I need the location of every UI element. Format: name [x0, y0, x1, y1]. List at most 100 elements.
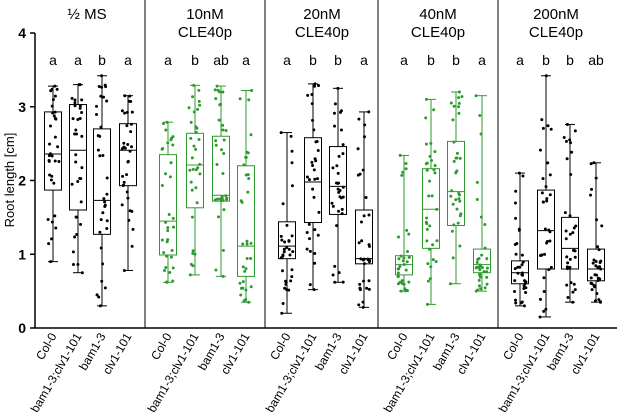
data-point — [50, 220, 54, 224]
data-point — [564, 237, 568, 241]
data-point — [217, 118, 221, 122]
data-point — [222, 138, 226, 142]
data-point — [367, 213, 371, 217]
data-point — [333, 102, 337, 106]
data-point — [120, 109, 124, 113]
data-point — [190, 188, 194, 192]
significance-letter: a — [360, 52, 368, 68]
significance-letter: b — [334, 52, 342, 68]
data-point — [125, 173, 129, 177]
data-point — [95, 113, 99, 117]
data-point — [331, 273, 335, 277]
data-point — [122, 141, 126, 145]
data-point — [312, 288, 316, 292]
data-point — [213, 198, 217, 202]
significance-letter: a — [283, 52, 291, 68]
data-point — [396, 271, 400, 275]
data-point — [522, 284, 526, 288]
data-point — [238, 97, 242, 101]
data-point — [435, 207, 439, 211]
data-point — [191, 167, 195, 171]
data-point — [71, 117, 75, 121]
data-point — [241, 280, 245, 284]
data-point — [172, 225, 176, 229]
data-point — [430, 194, 434, 198]
panel-title: ½ MS — [67, 6, 106, 23]
data-point — [313, 177, 317, 181]
data-point — [290, 275, 294, 279]
y-tick-label: 4 — [18, 25, 26, 41]
data-point — [126, 143, 130, 147]
box-iqr — [119, 123, 137, 187]
data-point — [171, 279, 175, 283]
data-point — [565, 265, 569, 269]
data-point — [407, 232, 411, 236]
data-point — [451, 202, 455, 206]
data-point — [284, 282, 288, 286]
panel-1: ½ MSaCol-0abam1-3;clv1-101bbam1-3aclv1-1… — [28, 6, 137, 412]
data-point — [595, 218, 599, 222]
panel-title: 10nM — [186, 6, 224, 23]
data-point — [130, 145, 134, 149]
box-iqr — [69, 104, 87, 211]
data-point — [70, 96, 74, 100]
significance-letter: a — [242, 52, 250, 68]
data-point — [49, 124, 53, 128]
data-point — [477, 265, 481, 269]
data-point — [397, 257, 401, 261]
data-point — [74, 153, 78, 157]
data-point — [98, 154, 102, 158]
data-point — [546, 161, 550, 165]
data-point — [313, 228, 317, 232]
data-point — [568, 257, 572, 261]
data-point — [249, 257, 253, 261]
data-point — [98, 230, 102, 234]
data-point — [171, 143, 175, 147]
data-point — [450, 229, 454, 233]
data-point — [316, 177, 320, 181]
data-point — [284, 279, 288, 283]
data-point — [306, 93, 310, 97]
data-point — [74, 128, 78, 132]
data-point — [458, 156, 462, 160]
data-point — [360, 239, 364, 243]
data-point — [543, 252, 547, 256]
data-point — [80, 110, 84, 114]
data-point — [448, 282, 452, 286]
data-point — [541, 126, 545, 130]
significance-letter: b — [566, 52, 574, 68]
data-point — [161, 121, 165, 125]
data-point — [404, 268, 408, 272]
data-point — [219, 102, 223, 106]
data-point — [548, 239, 552, 243]
data-point — [122, 183, 126, 187]
data-point — [479, 132, 483, 136]
data-point — [594, 176, 598, 180]
data-point — [52, 114, 56, 118]
data-point — [290, 184, 294, 188]
data-point — [283, 286, 287, 290]
data-point — [407, 280, 411, 284]
data-point — [428, 247, 432, 251]
data-point — [540, 191, 544, 195]
data-point — [76, 179, 80, 183]
data-point — [317, 210, 321, 214]
data-point — [566, 295, 570, 299]
data-point — [430, 158, 434, 162]
data-point — [590, 187, 594, 191]
data-point — [311, 187, 315, 191]
data-point — [165, 120, 169, 124]
data-point — [50, 104, 54, 108]
data-point — [221, 123, 225, 127]
data-point — [362, 214, 366, 218]
data-point — [475, 197, 479, 201]
significance-letter: a — [124, 52, 132, 68]
data-point — [244, 288, 248, 292]
data-point — [313, 84, 317, 88]
data-point — [398, 264, 402, 268]
data-point — [539, 253, 543, 257]
data-point — [288, 253, 292, 257]
data-point — [122, 268, 126, 272]
data-point — [287, 239, 291, 243]
data-point — [460, 95, 464, 99]
